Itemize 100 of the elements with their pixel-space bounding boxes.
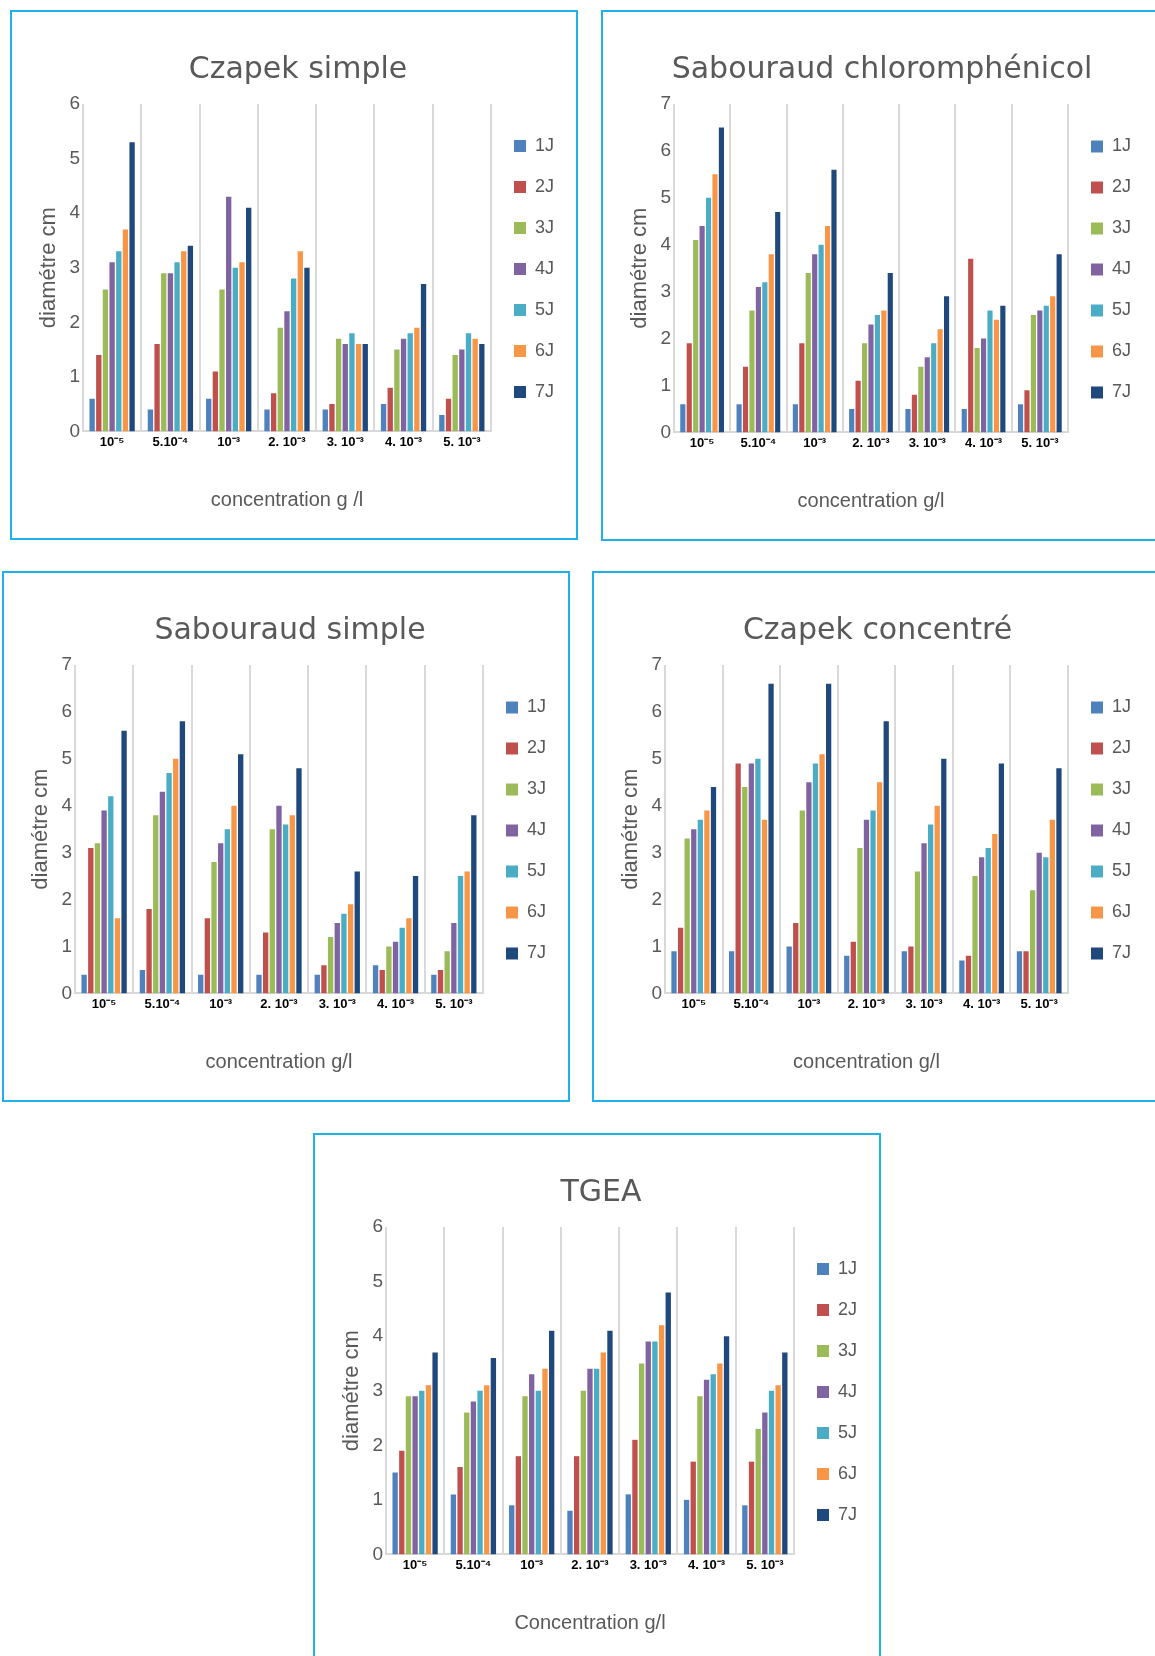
x-tick-label: 10⁻³ [797,995,821,1011]
bar [993,319,999,433]
bar [762,1412,768,1555]
bar [717,1363,723,1555]
bar [379,969,385,994]
bar [114,918,121,994]
legend-label: 5J [534,298,554,319]
x-tick-label: 10⁻⁵ [402,1556,428,1572]
bar [632,1439,638,1555]
bar [529,1374,535,1555]
bar [406,918,412,994]
y-tick-label: 1 [660,373,671,395]
bar [109,262,115,432]
bar [470,1401,477,1555]
bar [432,1352,438,1555]
y-tick-label: 0 [372,1542,383,1564]
bar [905,408,911,433]
bar [868,324,874,433]
bar [372,965,379,994]
y-axis-title: diamétre cm [626,207,652,329]
bar [392,941,399,994]
bar [224,829,231,994]
bar [718,127,724,433]
y-tick-label: 1 [69,365,80,387]
bar [855,380,861,433]
bar [206,398,212,432]
bar [887,272,893,433]
bar [861,343,868,433]
bar [874,315,880,433]
x-tick-label: 10⁻³ [803,434,827,450]
bar [908,946,914,994]
bar [883,721,889,994]
bar [699,225,705,433]
bar [1056,768,1062,994]
bar [742,786,748,994]
y-tick-label: 5 [660,186,671,208]
x-axis-title: concentration g/l [205,1049,353,1072]
bar [246,207,252,432]
legend-label: 6J [837,1462,857,1483]
bar [918,366,924,433]
bar [870,810,876,994]
bar [314,974,320,994]
legend-label: 5J [1111,299,1131,320]
y-tick-label: 7 [651,653,662,675]
bar [457,1467,463,1555]
x-tick-label: 10⁻⁵ [689,434,715,450]
y-axis-title: diamétre cm [617,768,643,890]
bar [665,1292,671,1555]
bar [824,225,831,433]
bar [399,1450,405,1555]
bar [238,754,244,994]
y-tick-label: 0 [660,420,671,442]
x-tick-label: 2. 10⁻³ [268,433,307,449]
legend-label: 7J [1111,381,1131,402]
bar [405,1396,412,1555]
bar [102,289,109,432]
y-tick-label: 6 [69,92,80,114]
bar [437,969,444,994]
bar [914,871,921,994]
bar [768,683,774,994]
bar [831,169,837,433]
bar [974,347,980,433]
y-tick-label: 0 [69,419,80,441]
x-tick-label: 2. 10⁻³ [852,434,891,450]
bar [218,843,224,994]
bar [329,404,335,432]
bar [768,254,774,433]
bar [1017,404,1024,433]
y-tick-label: 2 [651,887,662,909]
bar [116,251,122,432]
bar [297,251,303,432]
y-tick-label: 5 [61,747,72,769]
bar [812,763,819,994]
bar [231,805,237,994]
y-tick-label: 2 [69,310,80,332]
bar [819,754,825,994]
x-tick-label: 5. 10⁻³ [1020,995,1059,1011]
bar [723,1336,730,1555]
y-tick-label: 2 [660,326,671,348]
legend-label: 3J [837,1339,857,1360]
bar [276,805,282,994]
bar [212,371,219,432]
bar [439,415,445,432]
legend-label: 2J [837,1298,857,1319]
bar [937,329,943,433]
bar [490,1357,497,1555]
bar [122,229,129,432]
bar [943,296,950,433]
legend-label: 5J [837,1421,857,1442]
bar [658,1325,665,1555]
bar [386,946,392,994]
x-axis-title: concentration g/l [797,488,945,511]
bar [580,1390,586,1555]
bar [593,1368,600,1555]
y-axis-title: diamétre cm [338,1330,364,1452]
bar [289,815,295,994]
bar [793,923,799,994]
bar [256,974,262,994]
x-tick-label: 5.10⁻⁴ [740,434,777,450]
x-tick-label: 10⁻⁵ [99,433,125,449]
